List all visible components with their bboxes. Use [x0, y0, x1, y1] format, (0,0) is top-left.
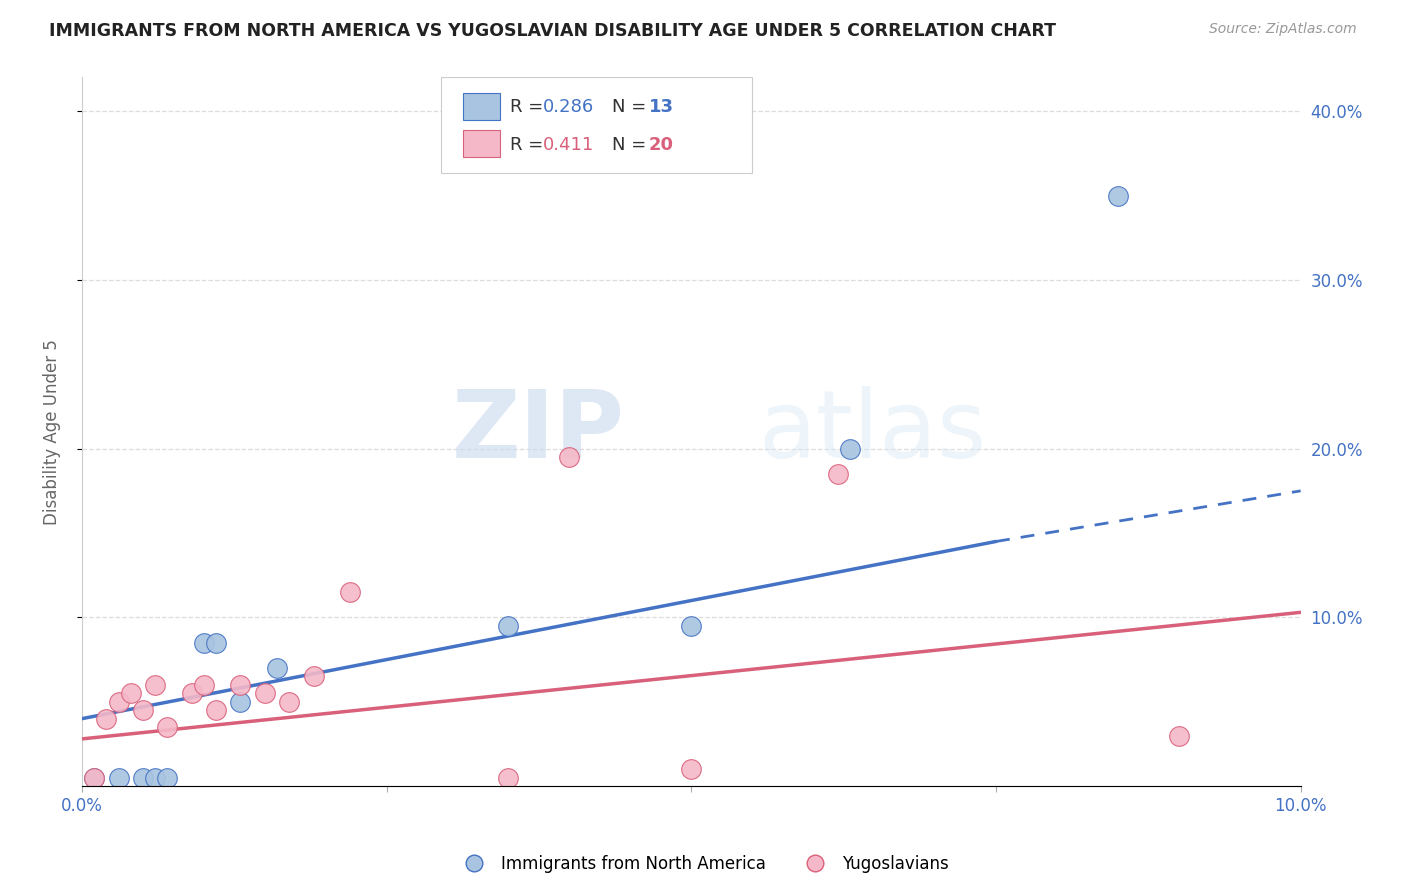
Point: [83, 771, 105, 785]
Text: 0.286: 0.286: [543, 98, 593, 116]
Point: [83, 771, 105, 785]
Text: ZIP: ZIP: [451, 386, 624, 478]
Text: R =: R =: [510, 136, 554, 153]
Point: [107, 695, 129, 709]
Point: [156, 720, 179, 734]
Text: N =: N =: [612, 136, 652, 153]
Point: [205, 703, 228, 717]
Point: [120, 686, 142, 700]
Point: [143, 678, 166, 692]
Point: [180, 686, 202, 700]
Point: [827, 467, 849, 481]
Point: [302, 669, 325, 683]
Point: [339, 585, 361, 599]
Text: R =: R =: [510, 98, 548, 116]
Text: IMMIGRANTS FROM NORTH AMERICA VS YUGOSLAVIAN DISABILITY AGE UNDER 5 CORRELATION : IMMIGRANTS FROM NORTH AMERICA VS YUGOSLA…: [49, 22, 1056, 40]
Point: [681, 762, 703, 776]
Point: [1167, 729, 1189, 743]
Legend: Immigrants from North America, Yugoslavians: Immigrants from North America, Yugoslavi…: [450, 848, 956, 880]
Point: [278, 695, 301, 709]
Point: [253, 686, 276, 700]
Point: [156, 771, 179, 785]
Point: [107, 771, 129, 785]
Point: [266, 661, 288, 675]
Point: [193, 678, 215, 692]
Point: [838, 442, 860, 456]
Point: [193, 636, 215, 650]
Point: [1107, 188, 1129, 202]
Point: [132, 703, 155, 717]
Text: 13: 13: [648, 98, 673, 116]
Point: [143, 771, 166, 785]
FancyBboxPatch shape: [464, 130, 501, 157]
Text: Source: ZipAtlas.com: Source: ZipAtlas.com: [1209, 22, 1357, 37]
Point: [498, 619, 520, 633]
Point: [132, 771, 155, 785]
Y-axis label: Disability Age Under 5: Disability Age Under 5: [44, 339, 60, 524]
Text: 0.411: 0.411: [543, 136, 593, 153]
Point: [205, 636, 228, 650]
Point: [229, 695, 252, 709]
Point: [681, 619, 703, 633]
Point: [96, 712, 118, 726]
FancyBboxPatch shape: [464, 93, 501, 120]
Point: [498, 771, 520, 785]
Text: atlas: atlas: [758, 386, 987, 478]
FancyBboxPatch shape: [441, 78, 752, 173]
Point: [229, 678, 252, 692]
Text: N =: N =: [612, 98, 652, 116]
Point: [558, 450, 581, 464]
Text: 20: 20: [648, 136, 673, 153]
